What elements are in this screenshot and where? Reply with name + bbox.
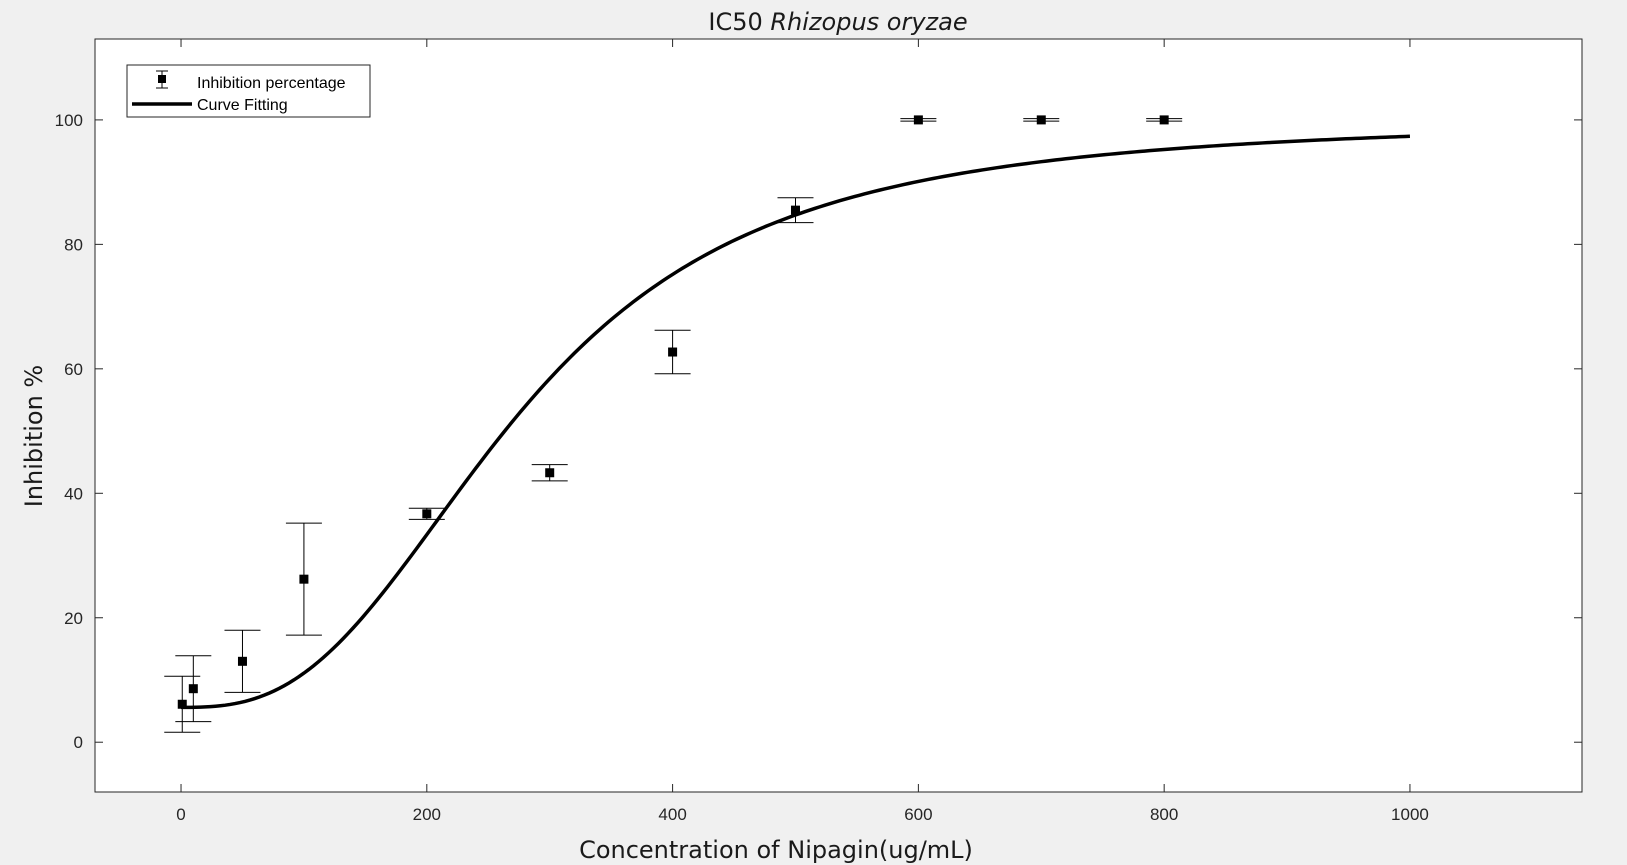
- data-marker: [237, 656, 247, 666]
- data-marker: [177, 699, 187, 709]
- x-axis-ticks: 0 200 400 600 800 1000: [176, 39, 1429, 824]
- y-tick-label: 100: [55, 111, 83, 130]
- data-point: [1146, 115, 1183, 125]
- chart-title-species: Rhizopus oryzae: [770, 8, 967, 36]
- y-tick-label: 0: [74, 733, 83, 752]
- y-tick-label: 20: [64, 609, 83, 628]
- chart-title-prefix: IC50: [708, 8, 770, 36]
- data-point: [1023, 115, 1060, 125]
- data-marker: [913, 115, 923, 125]
- y-tick-label: 60: [64, 360, 83, 379]
- data-point: [224, 629, 261, 693]
- data-point: [164, 675, 201, 733]
- data-marker: [299, 574, 309, 584]
- data-point: [408, 507, 445, 520]
- x-tick-label: 400: [658, 805, 686, 824]
- data-point: [285, 522, 322, 636]
- data-marker: [1159, 115, 1169, 125]
- data-marker: [790, 205, 800, 215]
- legend-errorbar-icon: [156, 70, 168, 89]
- data-point: [531, 464, 568, 482]
- data-marker: [668, 347, 678, 357]
- legend-label-inhibition: Inhibition percentage: [197, 75, 346, 92]
- plot-area: [94, 38, 1583, 793]
- y-tick-label: 80: [64, 235, 83, 254]
- data-point: [175, 655, 212, 723]
- data-point: [900, 115, 937, 125]
- legend-label-curve: Curve Fitting: [197, 97, 288, 114]
- y-axis-title: Inhibition %: [20, 365, 48, 507]
- x-tick-label: 600: [904, 805, 932, 824]
- data-marker: [1036, 115, 1046, 125]
- data-marker: [545, 468, 555, 478]
- chart-title: IC50 Rhizopus oryzae: [708, 8, 967, 36]
- data-marker: [188, 684, 198, 694]
- x-tick-label: 800: [1150, 805, 1178, 824]
- legend: Inhibition percentage Curve Fitting: [126, 64, 371, 118]
- x-tick-label: 200: [413, 805, 441, 824]
- inhibition-percentage-series: [164, 115, 1183, 733]
- y-axis-ticks: 0 20 40 60 80 100: [55, 111, 1582, 752]
- data-point: [777, 197, 814, 224]
- x-axis-title: Concentration of Nipagin(ug/mL): [579, 836, 973, 864]
- legend-box: [126, 64, 371, 118]
- data-marker: [422, 509, 432, 519]
- x-tick-label: 0: [176, 805, 185, 824]
- x-tick-label: 1000: [1391, 805, 1429, 824]
- y-tick-label: 40: [64, 484, 83, 503]
- data-point: [654, 329, 691, 375]
